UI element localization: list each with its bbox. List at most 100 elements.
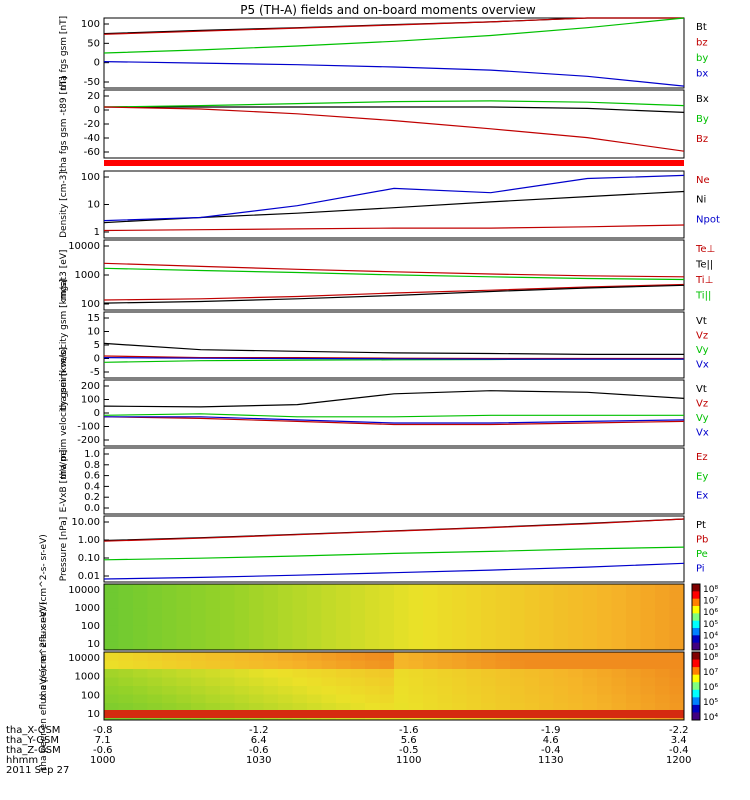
heatmap-cell [539,694,554,704]
series-bz [103,17,684,35]
series-Vx [103,357,684,360]
heatmap-cell [611,633,627,643]
heatmap-cell [292,592,308,601]
legend-entry: Ex [696,491,708,502]
series-by [103,17,685,54]
heatmap-cell [118,686,134,695]
heatmap-cell [640,592,656,601]
heatmap-cell [205,625,221,634]
footer-label-y: tha_Y-GSM [6,735,60,746]
heatmap-cell [365,652,380,661]
heatmap-cell [510,600,525,610]
heatmap-cell [394,617,409,626]
heatmap-cell [524,584,540,593]
heatmap-cell [408,600,424,610]
panel-5: tha peim velocity gsm [km/s] 15 10 5 0 -5 Vt Vz… [59,279,709,411]
heatmap-cell [582,600,598,610]
heatmap-cell [292,703,308,712]
series-By [103,100,685,108]
y-tick-label: -40 [84,133,100,144]
heatmap-cell [147,600,163,610]
heatmap-cell [350,694,366,704]
heatmap-cell [655,584,670,593]
heatmap-cell [452,686,467,695]
panel-4: mgat3 [eV]10000 1000 100 Te⊥ Te|| Ti⊥ Ti|| [59,239,715,311]
heatmap-cell [524,669,540,678]
heatmap-cell [278,592,293,601]
heatmap-cell [263,652,279,661]
heatmap-cell [321,617,337,626]
heatmap-cell [336,617,351,626]
heatmap-cell [249,600,264,610]
heatmap-cell [307,633,322,643]
heatmap-cell [104,592,119,601]
legend-entry: Te⊥ [695,244,715,255]
heatmap-cell [191,584,206,593]
heatmap-cell [597,694,612,704]
heatmap-cell [568,669,583,678]
heatmap-cell [249,669,264,678]
series-Vz [103,416,685,426]
heatmap-cell [524,608,540,618]
heatmap-cell [307,694,322,704]
colorbar-segment [692,584,700,592]
heatmap-cell [249,677,264,687]
heatmap-cell [220,592,235,601]
heatmap-cell [336,694,351,704]
heatmap-cell [162,694,177,704]
heatmap-cell [249,694,264,704]
colorbar-segment [692,642,700,651]
heatmap-cell [133,584,148,593]
heatmap-cell [568,703,583,712]
heatmap-cell [220,669,235,678]
heatmap-cell [495,669,511,678]
heatmap-cell [191,669,206,678]
heatmap-cell [452,703,467,712]
panel-frame [103,89,685,159]
heatmap-cell [568,694,583,704]
colorbar-frame [691,651,701,721]
colorbar-label: 10⁴ [703,713,718,723]
heatmap-cell [510,592,525,601]
heatmap-cell [321,600,337,610]
heatmap-cell [234,633,250,643]
heatmap-cell [582,686,598,695]
heatmap-cell [495,625,511,634]
colorbar-label: 10⁸ [703,585,718,595]
heatmap-cell [118,633,134,643]
heatmap-cell [669,686,685,695]
heatmap-cell [249,652,264,661]
colorbar-segment [692,606,700,614]
heatmap-cell [365,600,380,610]
heatmap-cell [582,625,598,634]
heatmap-cell [481,694,496,704]
heatmap-cell [655,703,670,712]
heatmap-cell [365,641,380,651]
footer-value-x: -1.2 [248,725,269,736]
heatmap-cell [379,592,395,601]
heatmap-cell [278,660,293,670]
heatmap-cell [423,641,438,651]
heatmap-cell [539,669,554,678]
series-Te|| [103,284,685,304]
heatmap-cell [191,625,206,634]
heatmap-cell [321,660,337,670]
heatmap-cell [611,694,627,704]
heatmap-cell [524,617,540,626]
heatmap-cell [104,703,119,712]
colorbar-segment [692,598,700,607]
heatmap-cell [365,608,380,618]
heatmap-cell [176,608,192,618]
legend-entry: Ez [696,452,708,463]
heatmap-cell [292,677,308,687]
heatmap-cell [263,625,279,634]
heatmap-cell [118,625,134,634]
heatmap-cell [249,633,264,643]
heatmap-cell [524,641,540,651]
heatmap-cell [263,633,279,643]
heatmap-cell [321,677,337,687]
colorbar-segment [692,674,700,683]
heatmap-cell [626,703,641,712]
heatmap-cell [611,592,627,601]
series-Vx [104,416,685,424]
